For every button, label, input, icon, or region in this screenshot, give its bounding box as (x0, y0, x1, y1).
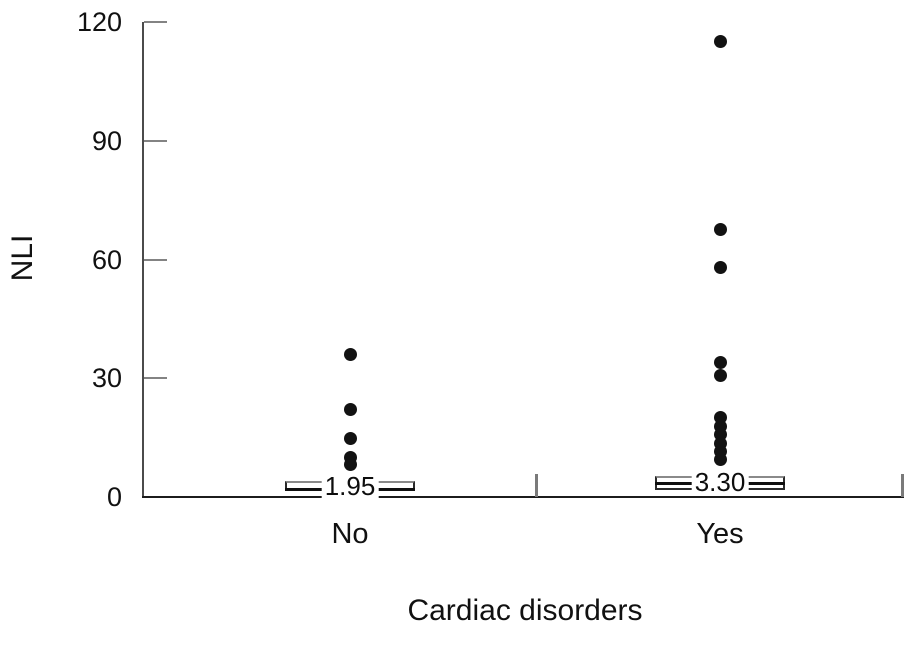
data-point (714, 35, 727, 48)
y-tick-label: 120 (76, 7, 122, 37)
data-point (714, 453, 727, 466)
y-tick-label: 30 (91, 363, 122, 394)
x-axis-line (142, 496, 904, 498)
data-point (714, 223, 727, 236)
data-point (344, 348, 357, 361)
data-point (344, 432, 357, 445)
x-axis-tick (901, 474, 904, 497)
data-point (344, 458, 357, 471)
y-axis-tick (144, 21, 167, 23)
y-axis-tick (144, 139, 167, 142)
y-axis-tick (144, 258, 167, 261)
y-axis-tick (144, 377, 167, 380)
x-axis-tick (535, 474, 538, 497)
data-point (714, 369, 727, 382)
median-label: 1.95 (321, 472, 379, 500)
data-point (714, 356, 727, 369)
x-axis-title: Cardiac disorders (407, 594, 643, 627)
y-tick-label: 90 (91, 125, 122, 156)
data-point (344, 403, 357, 416)
y-axis-line (142, 22, 144, 498)
y-tick-label: 0 (106, 482, 122, 512)
data-point (714, 261, 727, 274)
y-tick-label: 60 (91, 244, 122, 275)
median-label: 3.30 (691, 469, 749, 497)
x-category-label: Yes (696, 518, 744, 550)
x-category-label: No (331, 518, 369, 550)
